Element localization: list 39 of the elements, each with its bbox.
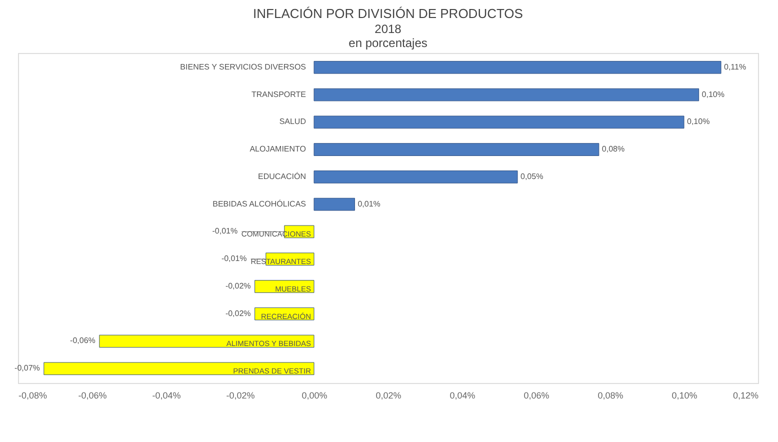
x-tick-label: 0,06% (524, 390, 550, 400)
y-tick-label: TRANSPORTE (251, 90, 306, 99)
bar (314, 143, 600, 156)
bar (314, 116, 684, 129)
y-tick-label: BIENES Y SERVICIOS DIVERSOS (180, 62, 306, 72)
y-tick-label: ALOJAMIENTO (250, 144, 306, 154)
data-label: 0,10% (702, 90, 724, 99)
data-label: 0,10% (687, 117, 710, 126)
bar (314, 88, 700, 102)
y-tick-label: EDUCACIÓN (258, 172, 306, 181)
data-label: -0,06% (70, 336, 96, 346)
y-tick-label: SALUD (279, 117, 306, 126)
y-tick-label: BEBIDAS ALCOHÓLICAS (212, 199, 306, 208)
data-label: 0,08% (602, 144, 625, 154)
x-tick-label: 0,00% (302, 390, 328, 400)
x-tick-label: 0,08% (598, 390, 624, 400)
bar (314, 60, 722, 74)
x-tick-label: -0,02% (226, 390, 255, 400)
x-tick-label: 0,10% (672, 390, 698, 400)
data-label: -0,01% (221, 254, 247, 264)
data-label: 0,05% (520, 172, 544, 181)
x-tick-label: 0,12% (732, 390, 758, 400)
data-label: -0,02% (225, 281, 251, 290)
data-label: 0,11% (724, 62, 746, 72)
x-tick-label: -0,04% (152, 390, 181, 400)
chart-subtitle: 2018 en porcentajes (348, 22, 428, 50)
x-tick-label: 0,04% (450, 390, 476, 400)
x-tick-label: -0,08% (18, 390, 48, 400)
data-label: -0,01% (212, 226, 238, 236)
bar (314, 170, 518, 184)
x-tick-label: -0,06% (78, 390, 107, 400)
chart-title: INFLACIÓN POR DIVISIÓN DE PRODUCTOS (253, 6, 524, 21)
data-label: -0,02% (225, 308, 251, 318)
bar (44, 362, 314, 376)
data-label: -0,07% (14, 364, 40, 373)
bar (99, 334, 314, 348)
x-tick-label: 0,02% (376, 390, 402, 400)
bar (314, 198, 355, 211)
data-label: 0,01% (358, 199, 380, 208)
